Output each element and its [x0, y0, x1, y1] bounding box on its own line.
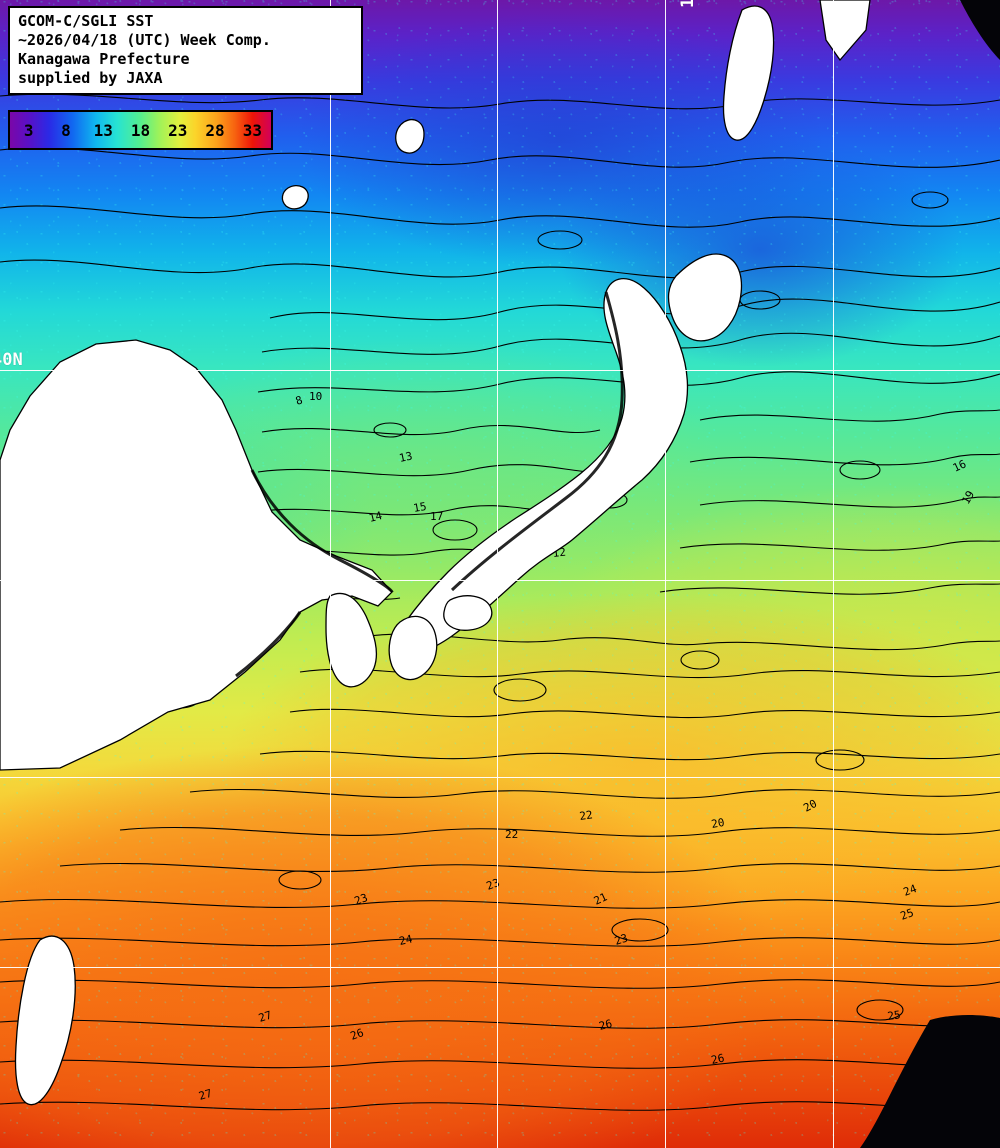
- svg-text:26: 26: [710, 1051, 726, 1066]
- svg-text:17: 17: [430, 510, 443, 523]
- svg-text:20: 20: [801, 797, 819, 815]
- svg-text:23: 23: [613, 931, 630, 947]
- gridline-horizontal-4: [0, 967, 1000, 968]
- svg-text:26: 26: [598, 1017, 614, 1033]
- svg-text:16: 16: [951, 457, 969, 474]
- svg-text:24: 24: [398, 932, 414, 948]
- gridline-horizontal-1: [0, 370, 1000, 371]
- svg-text:23: 23: [353, 891, 370, 908]
- svg-text:20: 20: [710, 816, 725, 831]
- svg-text:19: 19: [959, 489, 977, 507]
- nodata-mask: [860, 0, 1000, 1148]
- landmass: [0, 0, 871, 1106]
- title-line-product: GCOM-C/SGLI SST: [18, 12, 154, 30]
- gridline-vertical-3: [665, 0, 666, 1148]
- colorbar: 3 8 13 18 23 28 33: [8, 110, 273, 150]
- longitude-label-140e: 140E: [678, 0, 698, 8]
- gridline-vertical-1: [330, 0, 331, 1148]
- gridline-vertical-4: [833, 0, 834, 1148]
- colorbar-tick: 33: [242, 120, 262, 140]
- gridline-horizontal-3: [0, 777, 1000, 778]
- latitude-label-40n: 40N: [0, 350, 23, 370]
- svg-text:25: 25: [899, 906, 916, 923]
- colorbar-tick-labels: 3 8 13 18 23 28 33: [10, 112, 271, 148]
- gridline-horizontal-2: [0, 580, 1000, 581]
- colorbar-tick: 8: [61, 120, 71, 140]
- svg-text:26: 26: [349, 1026, 366, 1043]
- svg-text:14: 14: [368, 509, 384, 525]
- colorbar-tick: 13: [93, 120, 113, 140]
- title-line-supplier: supplied by JAXA: [18, 69, 163, 87]
- svg-text:15: 15: [412, 500, 427, 515]
- gridline-vertical-2: [497, 0, 498, 1148]
- svg-text:10: 10: [309, 390, 322, 403]
- svg-text:13: 13: [398, 449, 414, 464]
- colorbar-tick: 3: [23, 120, 34, 140]
- svg-text:23: 23: [485, 876, 502, 893]
- colorbar-tick: 18: [130, 120, 151, 140]
- colorbar-tick: 23: [168, 120, 188, 140]
- title-line-region: Kanagawa Prefecture: [18, 50, 190, 68]
- title-line-date: ~2026/04/18 (UTC) Week Comp.: [18, 31, 271, 49]
- svg-text:22: 22: [579, 808, 594, 823]
- svg-text:8: 8: [294, 393, 304, 407]
- colorbar-tick: 28: [205, 120, 225, 140]
- colorbar-gradient: [10, 112, 271, 148]
- svg-text:21: 21: [592, 890, 610, 907]
- svg-text:22: 22: [505, 828, 518, 841]
- svg-text:27: 27: [197, 1087, 213, 1103]
- title-legend-box: GCOM-C/SGLI SST ~2026/04/18 (UTC) Week C…: [8, 6, 363, 95]
- svg-text:27: 27: [257, 1008, 274, 1024]
- coast-fringe: [235, 291, 624, 678]
- svg-text:24: 24: [902, 882, 919, 899]
- svg-text:25: 25: [887, 1008, 902, 1023]
